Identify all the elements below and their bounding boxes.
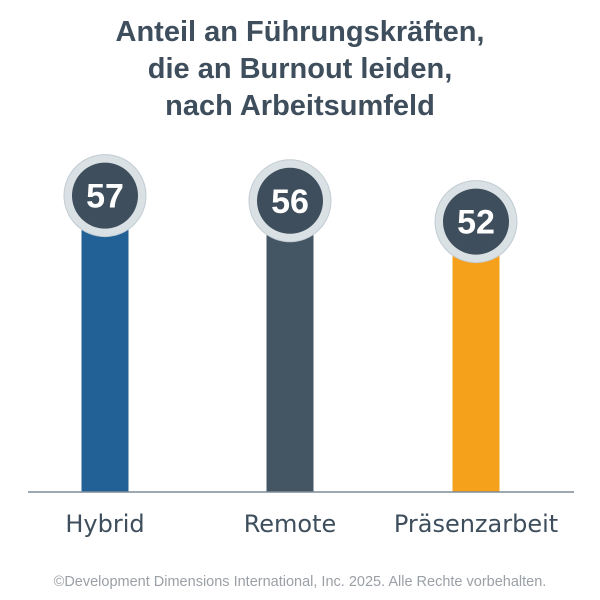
bar-remote bbox=[266, 200, 314, 493]
chart-title-line-2: die an Burnout leiden, bbox=[147, 53, 453, 85]
copyright-footer: ©Development Dimensions International, I… bbox=[53, 574, 547, 590]
chart-title-line-3: nach Arbeitsumfeld bbox=[165, 90, 435, 122]
chart-title-line-1: Anteil an Führungskräften, bbox=[115, 16, 485, 48]
bar-hybrid bbox=[81, 195, 129, 492]
value-circle-remote bbox=[257, 167, 323, 234]
chart-title: Anteil an Führungskräften, die an Burnou… bbox=[0, 14, 600, 125]
value-circle-pr-senzarbeit bbox=[443, 188, 509, 255]
data-label-hybrid: 57 bbox=[86, 178, 124, 216]
category-label-remote: Remote bbox=[244, 510, 337, 538]
bar-pr-senzarbeit bbox=[452, 221, 500, 492]
data-label-remote: 56 bbox=[271, 183, 309, 221]
value-circle-hybrid bbox=[72, 162, 138, 229]
category-label-pr-senzarbeit: Präsenzarbeit bbox=[394, 510, 558, 538]
data-label-pr-senzarbeit: 52 bbox=[457, 204, 495, 242]
category-label-hybrid: Hybrid bbox=[65, 510, 144, 538]
